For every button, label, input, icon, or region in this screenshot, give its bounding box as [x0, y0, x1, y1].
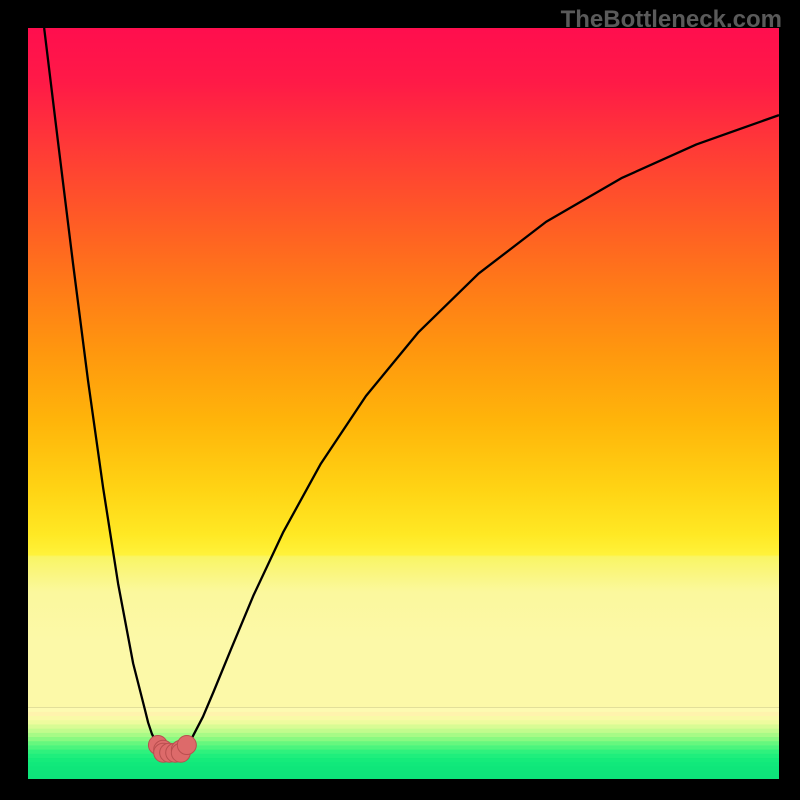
gradient-band-stripe [28, 737, 779, 742]
gradient-band-stripe [28, 758, 779, 763]
gradient-band-stripe [28, 775, 779, 779]
gradient-band-stripe [28, 771, 779, 776]
gradient-band-stripe [28, 733, 779, 738]
chart-container: TheBottleneck.com [0, 0, 800, 800]
gradient-band-stripe [28, 750, 779, 755]
data-marker [177, 736, 196, 755]
plot-area [28, 28, 779, 779]
gradient-band-stripe [28, 729, 779, 734]
gradient-background [28, 28, 779, 708]
gradient-band-stripe [28, 741, 779, 746]
gradient-band-stripe [28, 762, 779, 767]
gradient-band-stripe [28, 712, 779, 717]
watermark-text: TheBottleneck.com [561, 6, 782, 34]
gradient-band-stripe [28, 716, 779, 721]
gradient-band-stripe [28, 720, 779, 725]
gradient-band-stripe [28, 766, 779, 771]
gradient-band-stripe [28, 708, 779, 713]
gradient-band-stripe [28, 745, 779, 750]
gradient-band-stripe [28, 724, 779, 729]
gradient-band-stripe [28, 754, 779, 759]
